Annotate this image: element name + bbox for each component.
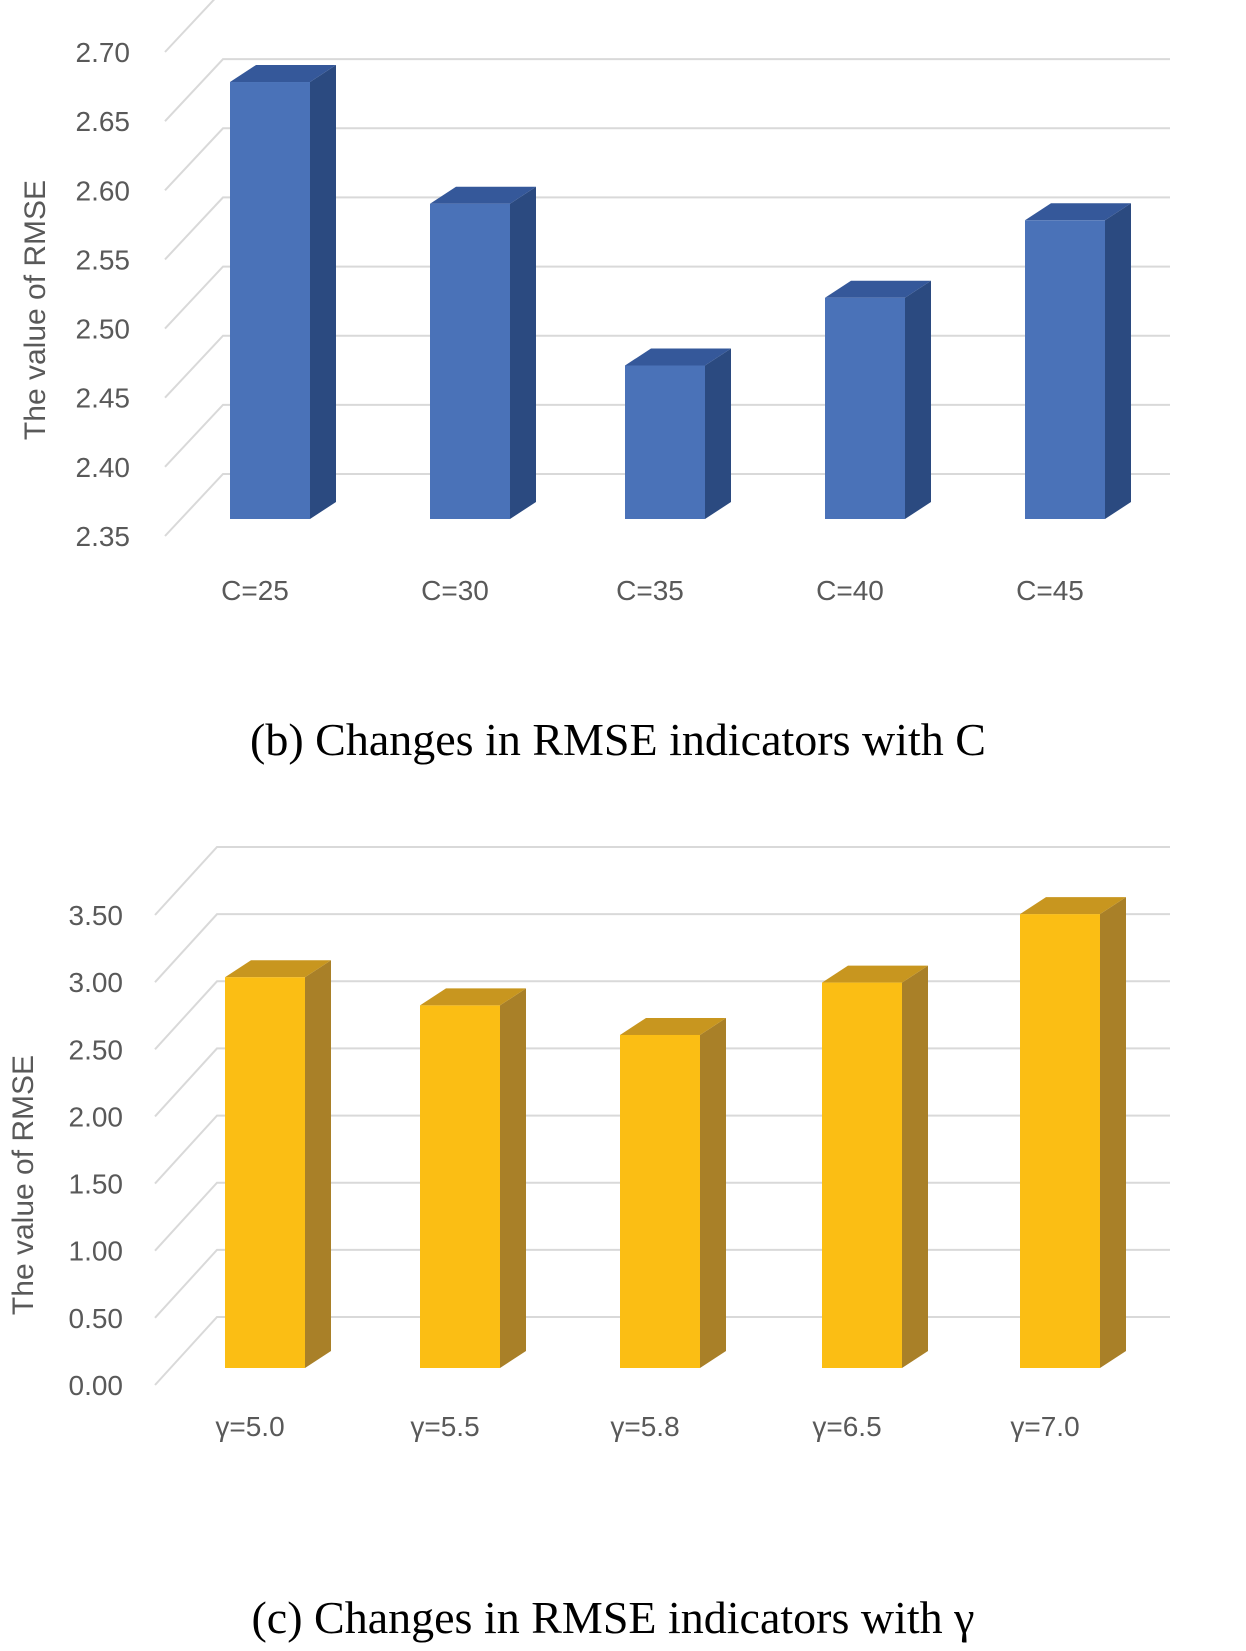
- y-tick-labels: 2.35 2.40 2.45 2.50 2.55 2.60 2.65 2.70: [76, 37, 131, 552]
- x-tick-label: γ=5.8: [610, 1411, 679, 1442]
- bar-top: [420, 988, 526, 1006]
- y-tick-labels: 0.00 0.50 1.00 1.50 2.00 2.50 3.00 3.50: [69, 900, 124, 1401]
- bar: [230, 65, 336, 519]
- bar: [822, 965, 928, 1368]
- gridline: [164, 265, 1170, 330]
- x-tick-label: C=40: [816, 575, 884, 606]
- bar-side: [310, 65, 336, 519]
- x-tick-label: C=35: [616, 575, 684, 606]
- bar-top: [1025, 203, 1131, 221]
- bar-top: [620, 1017, 726, 1035]
- bar: [620, 1017, 726, 1368]
- y-tick-label: 2.35: [76, 521, 131, 552]
- bar-front: [230, 82, 310, 519]
- chart-rmse-vs-gamma: 0.000.501.001.502.002.503.003.50 γ=5.0 γ=…: [7, 846, 1170, 1643]
- x-tick-label: C=30: [421, 575, 489, 606]
- bar-front: [825, 297, 905, 519]
- x-tick-labels: γ=5.0 γ=5.5 γ=5.8 γ=6.5 γ=7.0: [215, 1411, 1079, 1442]
- y-tick-label: 3.00: [69, 967, 124, 998]
- bar-front: [822, 982, 902, 1368]
- gridline: [164, 0, 216, 53]
- y-tick-label: 2.60: [76, 175, 131, 206]
- x-tick-labels: C=25 C=30 C=35 C=40 C=45: [221, 575, 1084, 606]
- gridlines: [164, 0, 1170, 537]
- gridline: [154, 913, 1170, 983]
- y-tick-label: 2.50: [76, 314, 131, 345]
- bar-front: [420, 1005, 500, 1368]
- bar-top: [225, 960, 331, 978]
- y-tick-label: 2.55: [76, 244, 131, 275]
- bar-front: [1025, 220, 1105, 519]
- gridline: [164, 58, 1170, 122]
- y-tick-label: 3.50: [69, 900, 124, 931]
- x-tick-label: γ=5.5: [410, 1411, 479, 1442]
- y-tick-label: 2.40: [76, 452, 131, 483]
- bar: [1025, 203, 1131, 519]
- gridline: [154, 846, 1170, 916]
- y-axis-label: The value of RMSE: [19, 180, 52, 440]
- chart-caption: (c) Changes in RMSE indicators with γ: [251, 1592, 974, 1643]
- bar-top: [430, 186, 536, 204]
- bar-front: [1020, 914, 1100, 1368]
- bar: [825, 280, 931, 519]
- bars: [225, 897, 1126, 1368]
- bar-side: [700, 1017, 726, 1368]
- y-tick-label: 2.50: [69, 1034, 124, 1065]
- x-tick-label: C=25: [221, 575, 289, 606]
- gridline: [164, 196, 1170, 261]
- bar: [430, 186, 536, 520]
- x-tick-label: C=45: [1016, 575, 1084, 606]
- bar-front: [225, 977, 305, 1368]
- x-tick-label: γ=5.0: [215, 1411, 284, 1442]
- bar: [225, 960, 331, 1368]
- bar-top: [822, 965, 928, 983]
- bars: [230, 65, 1131, 520]
- bar-front: [625, 365, 705, 519]
- y-tick-label: 0.00: [69, 1370, 124, 1401]
- y-axis-label: The value of RMSE: [7, 1055, 40, 1315]
- bar-side: [705, 348, 731, 519]
- chart-caption: (b) Changes in RMSE indicators with C: [250, 714, 986, 765]
- bar: [1020, 897, 1126, 1368]
- bar-side: [305, 960, 331, 1368]
- bar-side: [500, 988, 526, 1368]
- bar-side: [905, 280, 931, 519]
- bar-side: [1105, 203, 1131, 519]
- y-tick-label: 2.00: [69, 1101, 124, 1132]
- bar: [625, 348, 731, 519]
- y-tick-label: 1.00: [69, 1236, 124, 1267]
- bar-top: [625, 348, 731, 366]
- gridline: [164, 127, 1170, 191]
- bar-top: [1020, 897, 1126, 915]
- x-tick-label: γ=6.5: [812, 1411, 881, 1442]
- y-tick-label: 2.45: [76, 383, 131, 414]
- y-tick-label: 2.65: [76, 106, 131, 137]
- bar-side: [1100, 897, 1126, 1368]
- bar-top: [230, 65, 336, 83]
- y-tick-label: 1.50: [69, 1169, 124, 1200]
- bar-side: [902, 965, 928, 1368]
- bar-front: [620, 1034, 700, 1368]
- y-tick-label: 2.70: [76, 37, 131, 68]
- bar-top: [825, 280, 931, 298]
- bar: [420, 988, 526, 1368]
- bar-front: [430, 203, 510, 520]
- y-tick-label: 0.50: [69, 1303, 124, 1334]
- chart-rmse-vs-c: 2.35 2.40 2.45 2.50 2.55 2.60 2.65 2.70 C=25 C=3…: [19, 0, 1170, 765]
- x-tick-label: γ=7.0: [1010, 1411, 1079, 1442]
- bar-side: [510, 186, 536, 520]
